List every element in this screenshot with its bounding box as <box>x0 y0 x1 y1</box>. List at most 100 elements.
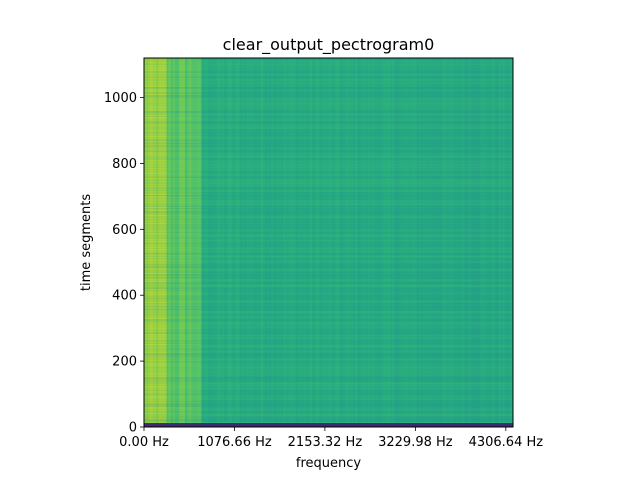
heatmap-column <box>385 58 389 427</box>
heatmap-column <box>248 58 251 427</box>
heatmap-column <box>340 58 344 427</box>
heatmap-row <box>144 355 513 358</box>
heatmap-column <box>293 58 296 427</box>
heatmap-column <box>424 58 428 427</box>
heatmap-column <box>297 58 301 427</box>
heatmap-row <box>144 324 513 327</box>
heatmap-column <box>244 58 247 427</box>
heatmap-row <box>144 113 513 116</box>
heatmap-row <box>144 313 513 316</box>
heatmap-column <box>207 58 210 427</box>
heatmap-column <box>275 58 278 427</box>
heatmap-column <box>217 58 221 427</box>
heatmap-row <box>144 224 513 227</box>
heatmap-column <box>303 58 307 427</box>
heatmap-row <box>144 258 513 260</box>
heatmap-row <box>144 392 513 396</box>
heatmap-row <box>144 134 513 136</box>
y-tick-label: 600 <box>112 223 137 238</box>
heatmap-row <box>144 411 513 413</box>
heatmap-row <box>144 189 513 192</box>
heatmap-row <box>144 102 513 105</box>
heatmap-column <box>328 58 331 427</box>
heatmap-row <box>144 216 513 219</box>
y-tick-label: 1000 <box>104 91 137 106</box>
heatmap-row <box>144 192 513 194</box>
heatmap-row <box>144 237 513 240</box>
heatmap-row <box>144 342 513 344</box>
heatmap-row <box>144 234 513 237</box>
heatmap-row <box>144 163 513 166</box>
heatmap-column <box>271 58 274 427</box>
heatmap-low-band <box>144 423 513 427</box>
heatmap-column <box>338 58 342 427</box>
heatmap-row <box>144 208 513 210</box>
heatmap-column <box>219 58 223 427</box>
heatmap-column <box>273 58 276 427</box>
heatmap-column <box>482 58 485 427</box>
heatmap-row <box>144 253 513 255</box>
heatmap-column <box>285 58 288 427</box>
heatmap-row <box>144 390 513 392</box>
heatmap-column <box>326 58 329 427</box>
heatmap-column <box>146 58 149 427</box>
heatmap-row <box>144 398 513 401</box>
heatmap-row <box>144 347 513 351</box>
heatmap-row <box>144 150 513 153</box>
heatmap-column <box>422 58 426 427</box>
heatmap-column <box>332 58 335 427</box>
heatmap-column <box>334 58 337 427</box>
heatmap-column <box>314 58 317 427</box>
x-tick-label: 4306.64 Hz <box>469 435 544 450</box>
heatmap-column <box>449 58 452 427</box>
heatmap-row <box>144 287 513 290</box>
x-axis-label: frequency <box>296 456 362 471</box>
heatmap-column <box>213 58 217 427</box>
heatmap-row <box>144 181 513 185</box>
heatmap-row <box>144 115 513 118</box>
heatmap-column <box>336 58 340 427</box>
heatmap-column <box>443 58 446 427</box>
heatmap-column <box>258 58 262 427</box>
heatmap-column <box>375 58 378 427</box>
heatmap-column <box>504 58 508 427</box>
heatmap-row <box>144 79 513 81</box>
heatmap-column <box>418 58 422 427</box>
heatmap-column <box>185 58 188 427</box>
heatmap-row <box>144 218 513 221</box>
y-tick-label: 200 <box>112 355 137 370</box>
heatmap-row <box>144 195 513 197</box>
heatmap-column <box>166 58 169 427</box>
heatmap-column <box>414 58 417 427</box>
heatmap-row <box>144 200 513 203</box>
heatmap-column <box>205 58 208 427</box>
heatmap-column <box>228 58 231 427</box>
heatmap-row <box>144 129 513 131</box>
heatmap-column <box>316 58 319 427</box>
heatmap-column <box>396 58 399 427</box>
heatmap-row <box>144 76 513 79</box>
heatmap-column <box>346 58 350 427</box>
heatmap-row <box>144 371 513 373</box>
heatmap-row <box>144 176 513 178</box>
heatmap-row <box>144 305 513 308</box>
heatmap-column <box>400 58 403 427</box>
heatmap-row <box>144 71 513 73</box>
heatmap-column <box>277 58 280 427</box>
heatmap-column <box>445 58 448 427</box>
heatmap-row <box>144 353 513 356</box>
heatmap-row <box>144 221 513 223</box>
heatmap-row <box>144 89 513 91</box>
heatmap-row <box>144 321 513 324</box>
heatmap-column <box>416 58 419 427</box>
heatmap-column <box>379 58 383 427</box>
heatmap-column <box>168 58 171 427</box>
heatmap-row <box>144 419 513 422</box>
heatmap-column <box>431 58 434 427</box>
heatmap-column <box>500 58 504 427</box>
heatmap-row <box>144 97 513 100</box>
heatmap-column <box>488 58 491 427</box>
heatmap-column <box>178 58 182 427</box>
heatmap <box>144 58 513 427</box>
heatmap-row <box>144 358 513 361</box>
